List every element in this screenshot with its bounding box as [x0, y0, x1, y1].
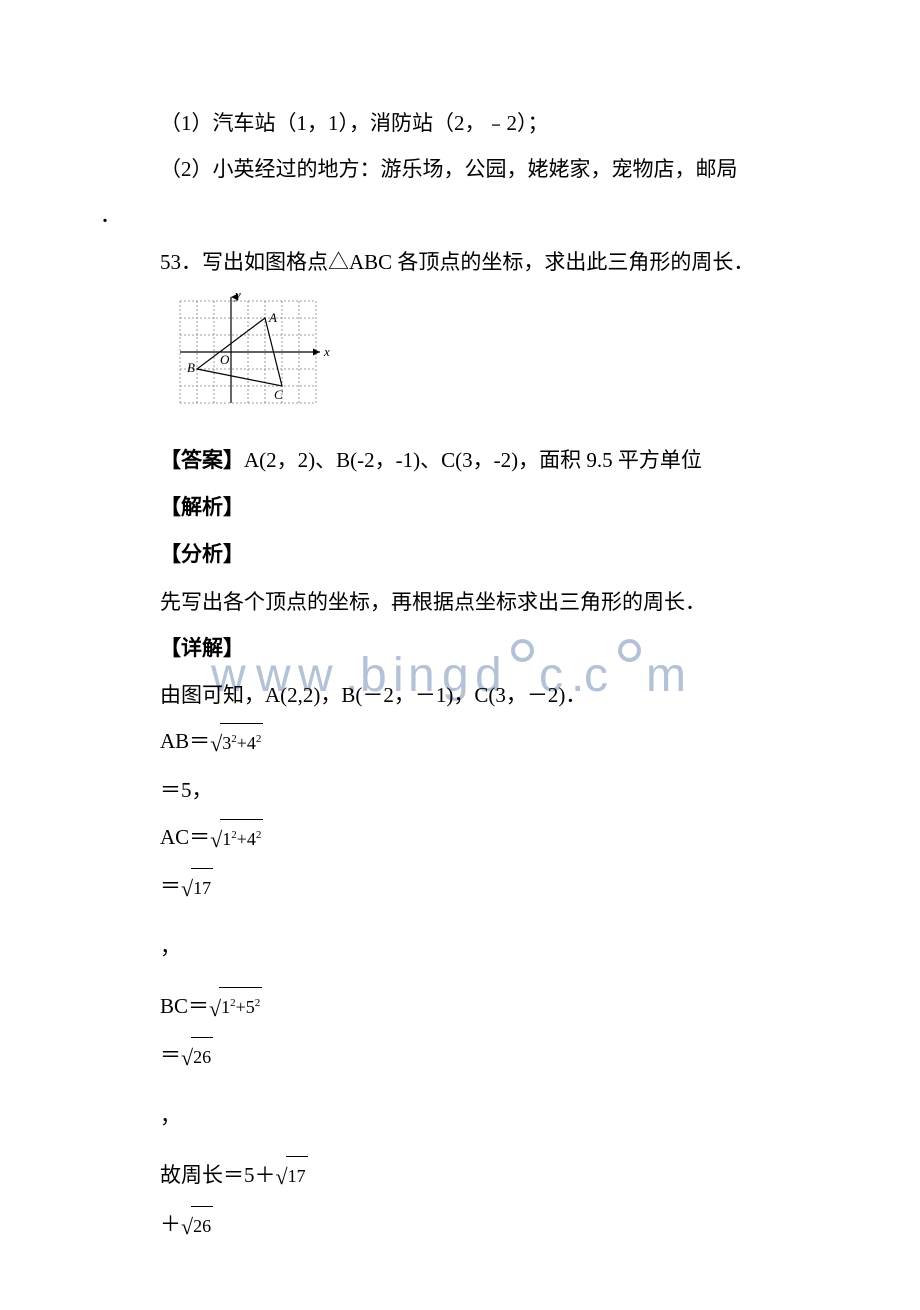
- svg-text:C: C: [274, 387, 283, 402]
- plus-sqrt26: ＋√26: [160, 1201, 760, 1250]
- xiangjie-line: 【详解】: [160, 625, 760, 672]
- sqrt26: √26: [181, 1033, 213, 1081]
- jiexi-line: 【解析】: [160, 484, 760, 531]
- graph-svg: O x y A B C: [170, 293, 340, 413]
- answer-text: A(2，2)、B(-2，-1)、C(3，-2)，面积 9.5 平方单位: [244, 448, 702, 472]
- eq-sqrt17: ＝√17: [160, 863, 760, 912]
- ac-line: AC＝√12+42: [160, 814, 760, 863]
- comma-1: ，: [160, 924, 760, 970]
- answer-label: 【答案】: [160, 449, 244, 472]
- svg-text:y: y: [233, 293, 241, 302]
- plus: ＋: [160, 1212, 181, 1236]
- bc-sqrt: √12+52: [209, 984, 262, 1032]
- ac-sqrt: √12+42: [210, 815, 263, 863]
- fenxi-text: 先写出各个顶点的坐标，再根据点坐标求出三角形的周长．: [160, 579, 760, 625]
- ab-label: AB＝: [160, 729, 210, 753]
- ac-label: AC＝: [160, 825, 210, 849]
- comma-2: ，: [160, 1093, 760, 1139]
- fenxi-label: 【分析】: [160, 543, 244, 566]
- sqrt17-b: √17: [276, 1152, 308, 1200]
- fenxi-line: 【分析】: [160, 531, 760, 578]
- sqrt17: √17: [181, 864, 213, 912]
- answer-line: 【答案】A(2，2)、B(-2，-1)、C(3，-2)，面积 9.5 平方单位: [160, 437, 760, 484]
- jiexi-label: 【解析】: [160, 496, 244, 519]
- eq5-line: ＝5，: [160, 767, 760, 813]
- sqrt26-b: √26: [181, 1202, 213, 1250]
- answer-part-1: （1）汽车站（1，1），消防站（2，﹣2）；: [160, 100, 760, 146]
- svg-text:O: O: [220, 352, 230, 367]
- triangle-graph: O x y A B C: [170, 293, 760, 429]
- coords-line: 由图可知，A(2,2)，B(－2，－1)，C(3，－2)．: [160, 672, 760, 718]
- question-53: 53．写出如图格点△ABC 各顶点的坐标，求出此三角形的周长．: [160, 239, 760, 285]
- bc-line: BC＝√12+52: [160, 983, 760, 1032]
- svg-text:A: A: [268, 310, 277, 325]
- perimeter-pre: 故周长＝5＋: [160, 1163, 276, 1187]
- eq-sqrt26: ＝√26: [160, 1032, 760, 1081]
- svg-text:x: x: [323, 344, 330, 359]
- ab-sqrt: √32+42: [210, 719, 263, 767]
- ab-line: AB＝√32+42: [160, 718, 760, 767]
- answer-part-2: （2）小英经过的地方：游乐场，公园，姥姥家，宠物店，邮局: [160, 146, 760, 192]
- bc-label: BC＝: [160, 994, 209, 1018]
- svg-text:B: B: [187, 360, 195, 375]
- xiangjie-label: 【详解】: [160, 637, 244, 660]
- perimeter-line: 故周长＝5＋√17: [160, 1152, 760, 1201]
- period: ．: [100, 192, 760, 238]
